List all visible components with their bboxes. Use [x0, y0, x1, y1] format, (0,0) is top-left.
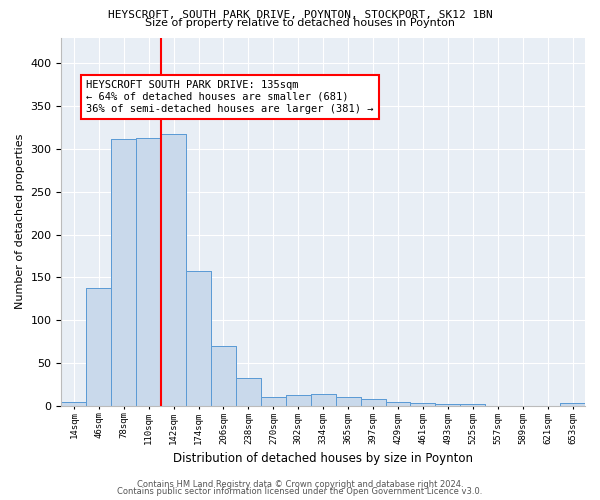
Bar [560, 404, 585, 406]
Bar [261, 398, 286, 406]
Bar [161, 134, 186, 406]
Bar [286, 394, 311, 406]
Bar [236, 378, 261, 406]
Bar [460, 404, 485, 406]
Bar [361, 399, 386, 406]
Bar [410, 404, 436, 406]
Bar [361, 399, 386, 406]
Bar [335, 398, 361, 406]
Text: HEYSCROFT, SOUTH PARK DRIVE, POYNTON, STOCKPORT, SK12 1BN: HEYSCROFT, SOUTH PARK DRIVE, POYNTON, ST… [107, 10, 493, 20]
Text: Contains public sector information licensed under the Open Government Licence v3: Contains public sector information licen… [118, 487, 482, 496]
Bar [86, 288, 111, 406]
Bar [136, 138, 161, 406]
Bar [335, 398, 361, 406]
Bar [136, 138, 161, 406]
Bar [560, 404, 585, 406]
Text: Contains HM Land Registry data © Crown copyright and database right 2024.: Contains HM Land Registry data © Crown c… [137, 480, 463, 489]
Text: Size of property relative to detached houses in Poynton: Size of property relative to detached ho… [145, 18, 455, 28]
Bar [460, 404, 485, 406]
Bar [61, 402, 86, 406]
Bar [286, 394, 311, 406]
Bar [311, 394, 335, 406]
Bar [410, 404, 436, 406]
Bar [86, 288, 111, 406]
Bar [386, 402, 410, 406]
Bar [236, 378, 261, 406]
Text: HEYSCROFT SOUTH PARK DRIVE: 135sqm
← 64% of detached houses are smaller (681)
36: HEYSCROFT SOUTH PARK DRIVE: 135sqm ← 64%… [86, 80, 374, 114]
Bar [61, 402, 86, 406]
Bar [186, 272, 211, 406]
Bar [211, 346, 236, 406]
Y-axis label: Number of detached properties: Number of detached properties [15, 134, 25, 310]
Bar [111, 140, 136, 406]
X-axis label: Distribution of detached houses by size in Poynton: Distribution of detached houses by size … [173, 452, 473, 465]
Bar [161, 134, 186, 406]
Bar [386, 402, 410, 406]
Bar [311, 394, 335, 406]
Bar [436, 404, 460, 406]
Bar [186, 272, 211, 406]
Bar [211, 346, 236, 406]
Bar [111, 140, 136, 406]
Bar [436, 404, 460, 406]
Bar [261, 398, 286, 406]
